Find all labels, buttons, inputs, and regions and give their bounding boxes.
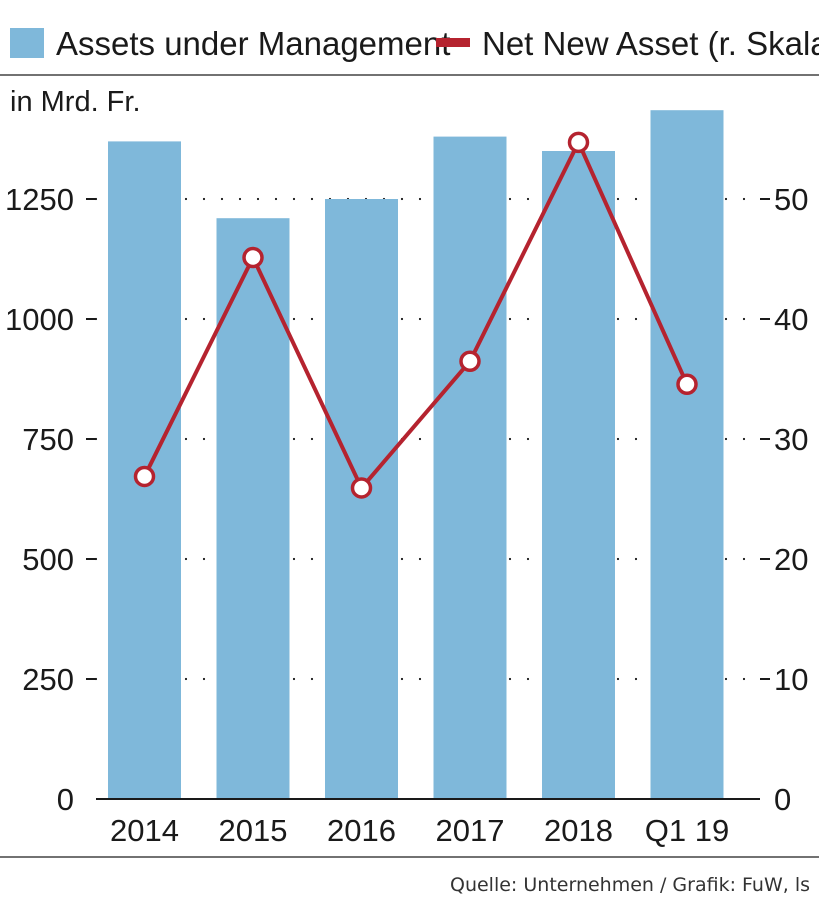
x-tick-label: 2018 (544, 813, 613, 848)
y-axis-left: 0 250 500 750 1000 1250 (5, 182, 96, 817)
legend-label-bars: Assets under Management (56, 25, 450, 62)
y-right-tick-label: 30 (774, 422, 808, 457)
x-tick-label: 2014 (110, 813, 179, 848)
source-note: Quelle: Unternehmen / Grafik: FuW, ls (450, 874, 810, 896)
y-right-tick-label: 40 (774, 302, 808, 337)
y-right-tick-label: 10 (774, 662, 808, 697)
y-left-tick-label: 1250 (5, 182, 74, 217)
legend: Assets under Management Net New Asset (r… (10, 25, 819, 62)
line-point-2014 (133, 465, 156, 488)
bar-2018 (542, 151, 615, 799)
unit-label: in Mrd. Fr. (10, 86, 141, 118)
bar-2016 (325, 199, 398, 799)
net-new-asset-line (142, 137, 689, 492)
legend-label-line: Net New Asset (r. Skala) (482, 25, 819, 62)
y-right-tick-label: 50 (774, 182, 808, 217)
line-point-2015 (242, 246, 264, 269)
y-left-tick-label: 1000 (5, 302, 74, 337)
bar-q1-19 (650, 110, 724, 799)
line-point-2016 (350, 477, 373, 499)
bar-2017 (433, 136, 507, 800)
y-left-tick-label: 0 (57, 782, 74, 817)
line-point-q1-19 (676, 373, 698, 396)
x-tick-label: 2017 (436, 813, 505, 848)
line-point-2017 (459, 350, 481, 372)
x-tick-label: 2015 (219, 813, 288, 848)
bar-2015 (216, 218, 290, 799)
line-point-2018 (567, 131, 590, 154)
x-tick-label: 2016 (327, 813, 396, 848)
legend-swatch-line (436, 38, 470, 47)
legend-swatch-bars (10, 28, 44, 58)
y-left-tick-label: 250 (22, 662, 74, 697)
y-axis-right: 0 10 20 30 40 50 (760, 182, 808, 817)
y-left-tick-label: 500 (22, 542, 74, 577)
y-right-tick-label: 0 (774, 782, 791, 817)
y-left-tick-label: 750 (22, 422, 74, 457)
line-series (133, 131, 698, 499)
x-axis-labels: 2014 2015 2016 2017 2018 Q1 19 (110, 813, 729, 848)
y-right-tick-label: 20 (774, 542, 808, 577)
bar-series (108, 110, 724, 800)
x-tick-label: Q1 19 (645, 813, 729, 848)
